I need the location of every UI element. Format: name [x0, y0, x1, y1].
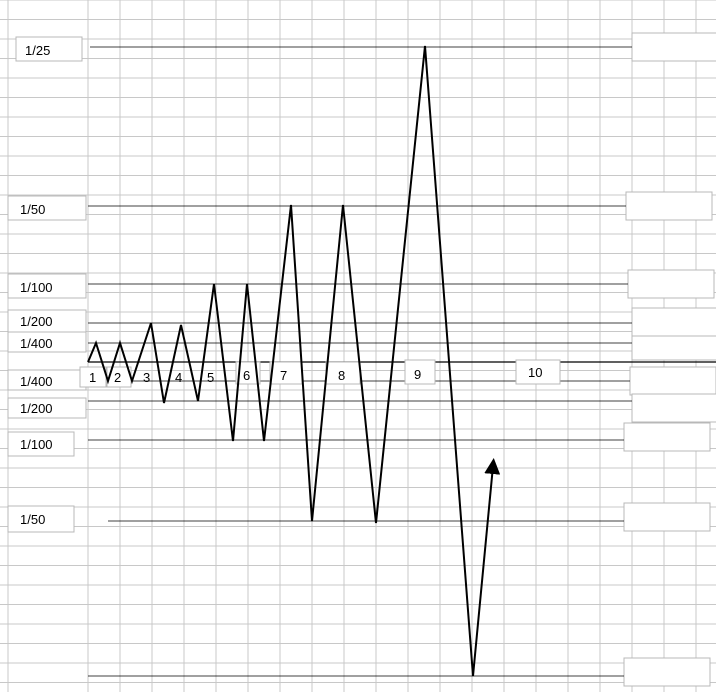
- cycle-label: 2: [114, 370, 121, 385]
- drift-label: 1/50: [20, 202, 45, 217]
- drift-label: 1/100: [20, 280, 53, 295]
- drift-label: 1/25: [25, 43, 50, 58]
- right-label-box[interactable]: [631, 32, 716, 62]
- cycle-label-box: [235, 361, 261, 385]
- drift-label: 1/200: [20, 314, 53, 329]
- drift-reference-lines: [88, 46, 632, 677]
- cycle-label: 5: [207, 370, 214, 385]
- drift-label: 1/100: [20, 437, 53, 452]
- drift-label: 1/400: [20, 374, 53, 389]
- right-label-box[interactable]: [623, 657, 711, 687]
- right-label-box[interactable]: [631, 393, 716, 423]
- drift-label: 1/50: [20, 512, 45, 527]
- drift-label-box: [7, 331, 87, 353]
- cycle-label: 1: [89, 370, 96, 385]
- drift-label: 1/400: [20, 336, 53, 351]
- right-label-box[interactable]: [623, 502, 711, 532]
- cycle-label: 7: [280, 368, 287, 383]
- cycle-label: 10: [528, 365, 542, 380]
- drift-label-box: [7, 505, 75, 533]
- cycle-label: 3: [143, 370, 150, 385]
- cycle-label-row: 1 2 3 4 5 6 7 8 9 10: [79, 359, 561, 388]
- right-label-box[interactable]: [627, 269, 715, 299]
- right-label-box[interactable]: [631, 307, 716, 337]
- cycle-label: 4: [175, 370, 182, 385]
- cycle-label: 9: [414, 367, 421, 382]
- left-label-column: 1/25 1/50 1/100 1/200 1/400 1/400 1/200 …: [7, 36, 87, 533]
- drift-label-box: [7, 397, 87, 419]
- cycle-label-box: [515, 359, 561, 385]
- right-label-box[interactable]: [629, 366, 716, 396]
- right-label-box[interactable]: [631, 335, 716, 361]
- drift-label: 1/200: [20, 401, 53, 416]
- cycle-label: 8: [338, 368, 345, 383]
- right-label-box[interactable]: [625, 191, 713, 221]
- drift-label-box: [7, 273, 87, 299]
- right-label-box[interactable]: [623, 422, 711, 452]
- loading-trace: [87, 45, 501, 677]
- cycle-label-box: [404, 359, 436, 385]
- drift-label-box: [15, 36, 83, 62]
- drift-label-box: [7, 195, 87, 221]
- grid-vertical-lines: [7, 0, 697, 692]
- right-label-column: [623, 32, 716, 687]
- cycle-label: 6: [243, 368, 250, 383]
- drift-label-box: [7, 431, 75, 457]
